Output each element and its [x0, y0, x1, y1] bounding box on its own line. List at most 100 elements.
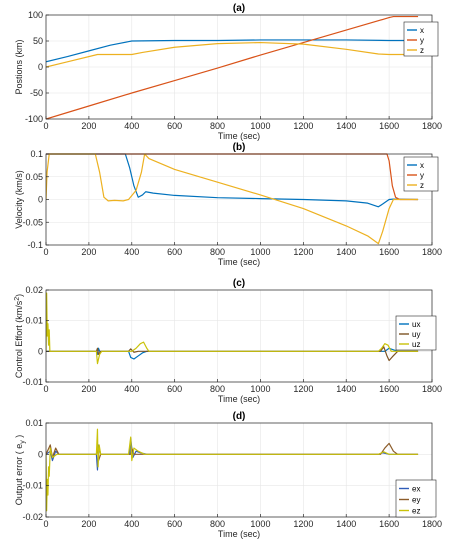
y-tick-label: 0.05: [25, 172, 43, 182]
y-tick-label: 0: [38, 62, 43, 72]
legend-label-ey: ey: [412, 496, 420, 505]
series-line-uy: [46, 346, 419, 362]
x-tick-label: 1000: [250, 121, 270, 131]
y-axis-label: Postions (km): [14, 39, 24, 94]
x-tick-label: 600: [167, 384, 182, 394]
x-tick-label: 1000: [250, 247, 270, 257]
x-tick-label: 1800: [422, 384, 442, 394]
panel-title: (a): [233, 3, 245, 14]
x-tick-label: 1000: [250, 384, 270, 394]
legend: xyz: [403, 156, 439, 192]
x-tick-label: 600: [167, 519, 182, 529]
x-tick-label: 800: [210, 247, 225, 257]
series-line-z: [46, 153, 419, 245]
series-group: [46, 15, 419, 120]
legend-label-y: y: [420, 171, 424, 180]
y-tick-label: 0: [38, 449, 43, 459]
series-line-y: [46, 15, 419, 120]
x-tick-label: 400: [124, 384, 139, 394]
y-tick-label: 0.02: [25, 285, 43, 295]
x-tick-label: 1600: [379, 384, 399, 394]
y-tick-label: 100: [28, 10, 43, 20]
y-tick-label: -0.1: [27, 240, 43, 250]
legend-label-uy: uy: [412, 330, 420, 339]
x-axis-label: Time (sec): [218, 529, 260, 539]
x-tick-label: 1400: [336, 121, 356, 131]
x-axis-label: Time (sec): [218, 131, 260, 141]
series-line-ey: [46, 442, 419, 462]
x-tick-label: 1200: [293, 247, 313, 257]
x-tick-label: 1800: [422, 121, 442, 131]
series-line-z: [46, 41, 419, 68]
x-tick-label: 1800: [422, 247, 442, 257]
series-line-ez: [46, 428, 419, 512]
y-axis-label: Control Effort (km/s2): [14, 294, 24, 378]
panel-a: 0 200 400 600 800 1000 1200 1400 1600 1800 -100 -50…: [14, 3, 442, 141]
x-tick-label: 1200: [293, 121, 313, 131]
x-tick-label: 1600: [379, 247, 399, 257]
legend: ex ey ez: [395, 479, 437, 518]
x-tick-label: 1000: [250, 519, 270, 529]
x-tick-label: 0: [43, 519, 48, 529]
y-axis-label: Velocity (km/s): [14, 170, 24, 229]
legend-box: [403, 21, 439, 57]
legend-label-ez: ez: [412, 507, 420, 516]
y-tick-label: 0.1: [30, 149, 43, 159]
panel-title: (c): [233, 278, 245, 289]
y-axis-label: Output error ( ey ): [14, 435, 27, 506]
x-tick-label: 200: [81, 384, 96, 394]
legend: xyz: [403, 21, 439, 57]
y-tick-label: -0.01: [22, 481, 43, 491]
x-tick-label: 1200: [293, 519, 313, 529]
legend-label-z: z: [420, 181, 424, 190]
x-tick-label: 600: [167, 247, 182, 257]
y-tick-label: 0: [38, 195, 43, 205]
panel-b: 0 200 400 600 800 1000 1200 1400 1600 1800 -0.1 -0.…: [14, 142, 442, 267]
x-tick-label: 400: [124, 247, 139, 257]
panel-title: (d): [233, 411, 246, 422]
x-tick-label: 600: [167, 121, 182, 131]
x-tick-label: 1400: [336, 384, 356, 394]
legend-label-uz: uz: [412, 340, 420, 349]
series-group: [46, 292, 419, 365]
series-line-ux: [46, 347, 419, 360]
x-tick-label: 200: [81, 247, 96, 257]
x-tick-label: 200: [81, 121, 96, 131]
legend-label-x: x: [420, 161, 424, 170]
y-tick-label: -50: [30, 88, 43, 98]
series-group: [46, 428, 419, 512]
legend-label-ux: ux: [412, 320, 420, 329]
x-tick-label: 400: [124, 519, 139, 529]
x-tick-label: 800: [210, 519, 225, 529]
x-tick-label: 1200: [293, 384, 313, 394]
panel-c: 0 200 400 600 800 1000 1200 1400 1600 1800-0.0100…: [14, 278, 442, 404]
y-tick-label: -0.01: [22, 377, 43, 387]
y-tick-label: -0.02: [22, 512, 43, 522]
x-tick-label: 800: [210, 121, 225, 131]
series-line-x: [46, 39, 419, 63]
legend-label-y: y: [420, 36, 424, 45]
y-tick-label: -0.05: [22, 217, 43, 227]
x-tick-label: 200: [81, 519, 96, 529]
x-axis-label: Time (sec): [218, 394, 260, 404]
x-tick-label: 400: [124, 121, 139, 131]
x-tick-label: 1400: [336, 247, 356, 257]
y-tick-label: 0.01: [25, 418, 43, 428]
axes-box: [45, 289, 433, 383]
legend-label-z: z: [420, 46, 424, 55]
x-tick-label: 1600: [379, 519, 399, 529]
x-tick-label: 0: [43, 247, 48, 257]
legend-label-ex: ex: [412, 485, 420, 494]
series-group: [46, 153, 419, 245]
panel-title: (b): [233, 142, 246, 153]
x-tick-label: 1600: [379, 121, 399, 131]
legend-label-x: x: [420, 26, 424, 35]
x-tick-label: 800: [210, 384, 225, 394]
x-tick-label: 1400: [336, 519, 356, 529]
y-tick-label: -100: [25, 114, 43, 124]
y-tick-label: 0.01: [25, 316, 43, 326]
x-tick-label: 1800: [422, 519, 442, 529]
series-line-x: [46, 153, 419, 208]
